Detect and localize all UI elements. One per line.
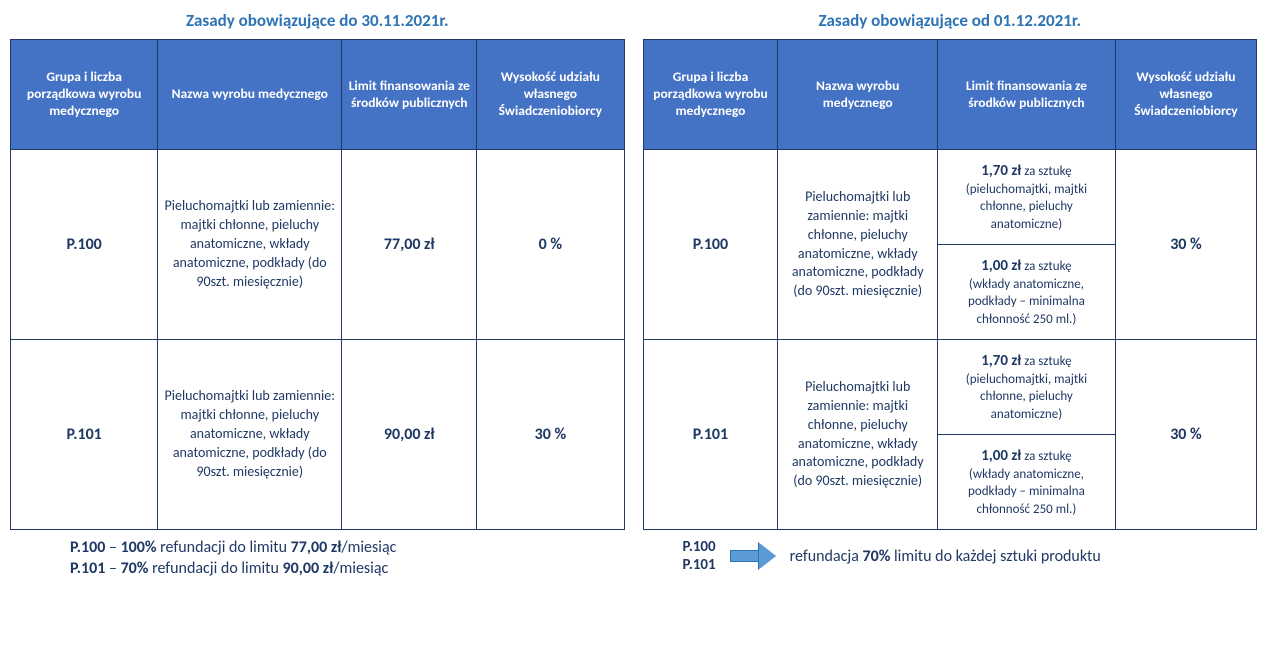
unit: za sztukę [1021,354,1071,369]
th-limit: Limit finansowania ze środków publicznyc… [342,40,477,150]
footer-val: 90,00 zł [283,559,334,578]
table-row: P.100 Pieluchomajtki lub zamiennie: majt… [11,150,625,340]
footer-code: P.100 [70,538,105,557]
cell-code: P.100 [643,150,778,340]
footer-text-post: limitu do każdej sztuki produktu [890,547,1100,566]
cell-share: 30 % [1115,340,1256,530]
dash: – [105,559,120,578]
note: (wkłady anatomiczne, podkłady – minimaln… [968,277,1085,327]
th-share: Wysokość udziału własnego Świadczeniobio… [1115,40,1256,150]
footer-val: 77,00 zł [291,538,342,557]
arrow-right-icon [730,545,776,567]
table-before: Grupa i liczba porządkowa wyrobu medyczn… [10,39,625,530]
th-limit: Limit finansowania ze środków publicznyc… [937,40,1115,150]
table-row: P.101 Pieluchomajtki lub zamiennie: majt… [643,340,1257,435]
footer-pct: 100% [121,538,157,557]
footer-line: P.101 – 70% refundacji do limitu 90,00 z… [70,559,625,578]
unit: za sztukę [1021,449,1071,464]
note: (pieluchomajtki, majtki chłonne, pieluch… [966,372,1087,422]
unit: za sztukę [1021,259,1071,274]
note: (pieluchomajtki, majtki chłonne, pieluch… [966,182,1087,232]
footer-before: P.100 – 100% refundacji do limitu 77,00 … [10,538,625,578]
price: 1,00 zł [981,257,1021,275]
title-after: Zasady obowiązujące od 01.12.2021r. [643,10,1258,31]
footer-tail: /miesiąc [333,559,388,578]
cell-code: P.101 [11,340,158,530]
cell-limit-2: 1,00 zł za sztukę (wkłady anatomiczne, p… [937,435,1115,530]
table-row: P.101 Pieluchomajtki lub zamiennie: majt… [11,340,625,530]
footer-code: P.101 [70,559,105,578]
footer-pct: 70% [862,547,890,566]
cell-code: P.100 [11,150,158,340]
footer-mid: refundacji do limitu [157,538,291,557]
cell-limit: 77,00 zł [342,150,477,340]
title-before: Zasady obowiązujące do 30.11.2021r. [10,10,625,31]
panel-before: Zasady obowiązujące do 30.11.2021r. Grup… [10,10,625,580]
cell-desc: Pieluchomajtki lub zamiennie: majtki chł… [158,340,342,530]
footer-text-pre: refundacja [790,547,863,566]
table-header-row: Grupa i liczba porządkowa wyrobu medyczn… [11,40,625,150]
footer-line: P.100 – 100% refundacji do limitu 77,00 … [70,538,625,557]
cell-desc: Pieluchomajtki lub zamiennie: majtki chł… [778,150,938,340]
note: (wkłady anatomiczne, podkłady – minimaln… [968,467,1085,517]
footer-code: P.100 [683,538,716,556]
dash: – [105,538,120,557]
footer-text: refundacja 70% limitu do każdej sztuki p… [790,547,1101,566]
price: 1,00 zł [981,447,1021,465]
cell-share: 30 % [1115,150,1256,340]
table-header-row: Grupa i liczba porządkowa wyrobu medyczn… [643,40,1257,150]
th-share: Wysokość udziału własnego Świadczeniobio… [477,40,624,150]
footer-mid: refundacji do limitu [148,559,282,578]
cell-share: 0 % [477,150,624,340]
panel-after: Zasady obowiązujące od 01.12.2021r. Grup… [643,10,1258,574]
price: 1,70 zł [981,162,1021,180]
comparison-wrapper: Zasady obowiązujące do 30.11.2021r. Grup… [10,10,1257,580]
footer-tail: /miesiąc [341,538,396,557]
th-name: Nazwa wyrobu medycznego [778,40,938,150]
price: 1,70 zł [981,352,1021,370]
cell-limit: 90,00 zł [342,340,477,530]
footer-pct: 70% [121,559,149,578]
cell-limit-2: 1,00 zł za sztukę (wkłady anatomiczne, p… [937,245,1115,340]
cell-code: P.101 [643,340,778,530]
unit: za sztukę [1021,164,1071,179]
footer-code: P.101 [683,556,716,574]
table-row: P.100 Pieluchomajtki lub zamiennie: majt… [643,150,1257,245]
cell-limit-1: 1,70 zł za sztukę (pieluchomajtki, majtk… [937,340,1115,435]
cell-desc: Pieluchomajtki lub zamiennie: majtki chł… [778,340,938,530]
table-after: Grupa i liczba porządkowa wyrobu medyczn… [643,39,1258,530]
footer-after: P.100 P.101 refundacja 70% limitu do każ… [643,538,1258,574]
cell-limit-1: 1,70 zł za sztukę (pieluchomajtki, majtk… [937,150,1115,245]
cell-desc: Pieluchomajtki lub zamiennie: majtki chł… [158,150,342,340]
th-group: Grupa i liczba porządkowa wyrobu medyczn… [643,40,778,150]
footer-codes: P.100 P.101 [683,538,716,574]
th-group: Grupa i liczba porządkowa wyrobu medyczn… [11,40,158,150]
th-name: Nazwa wyrobu medycznego [158,40,342,150]
cell-share: 30 % [477,340,624,530]
